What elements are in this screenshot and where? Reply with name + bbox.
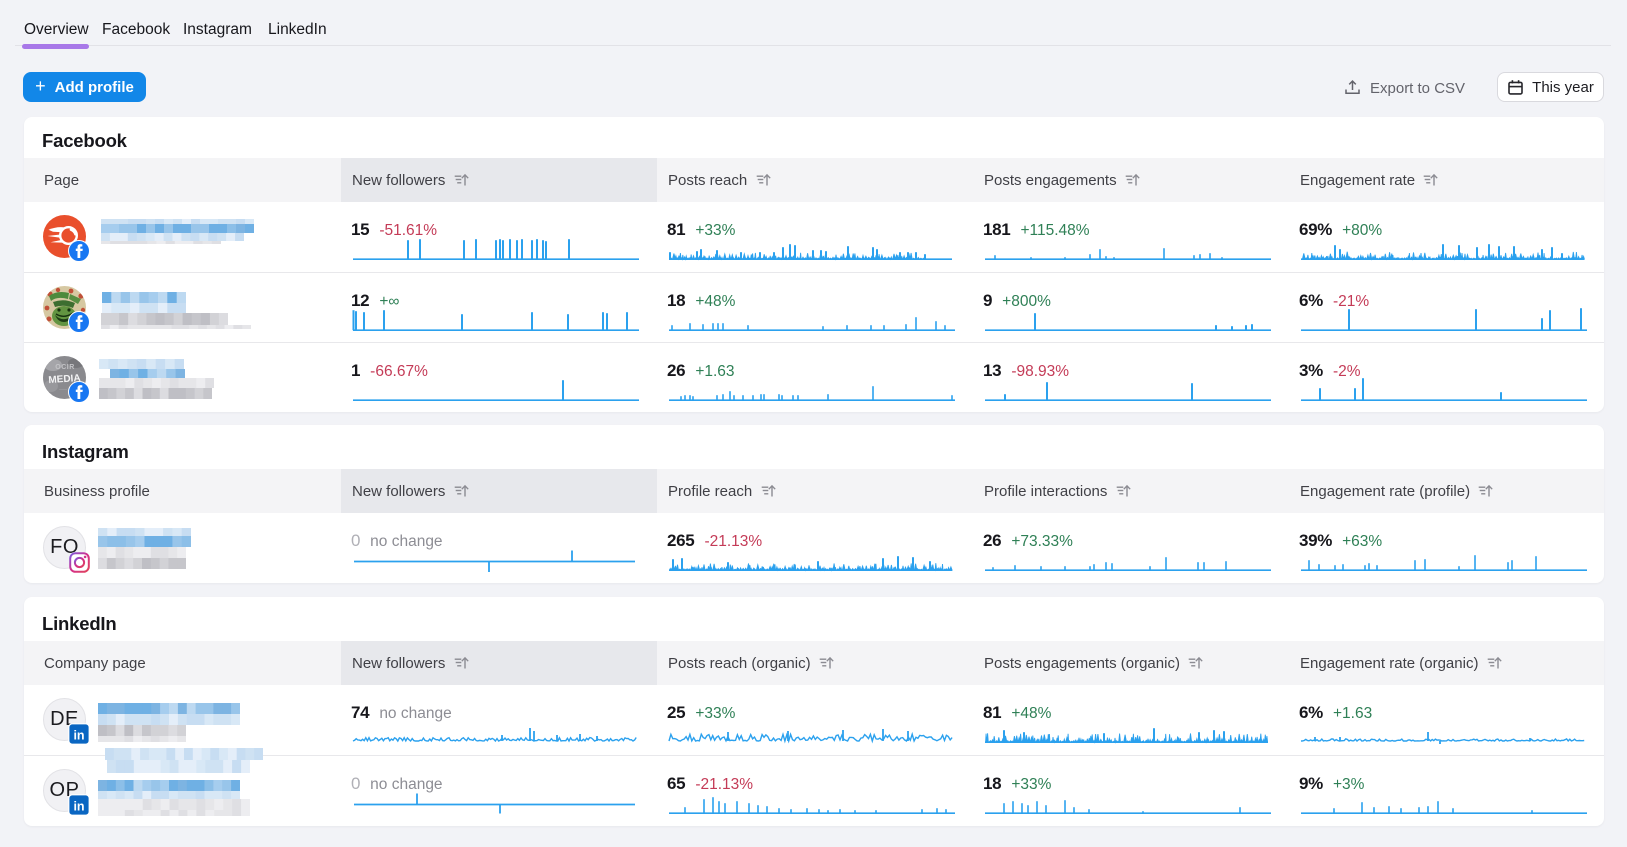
svg-text:in: in <box>73 799 84 813</box>
svg-text:MEDIA: MEDIA <box>48 373 81 386</box>
svg-text:OCIR: OCIR <box>55 364 75 371</box>
svg-text:····: ···· <box>59 387 67 393</box>
svg-text:in: in <box>73 728 84 742</box>
